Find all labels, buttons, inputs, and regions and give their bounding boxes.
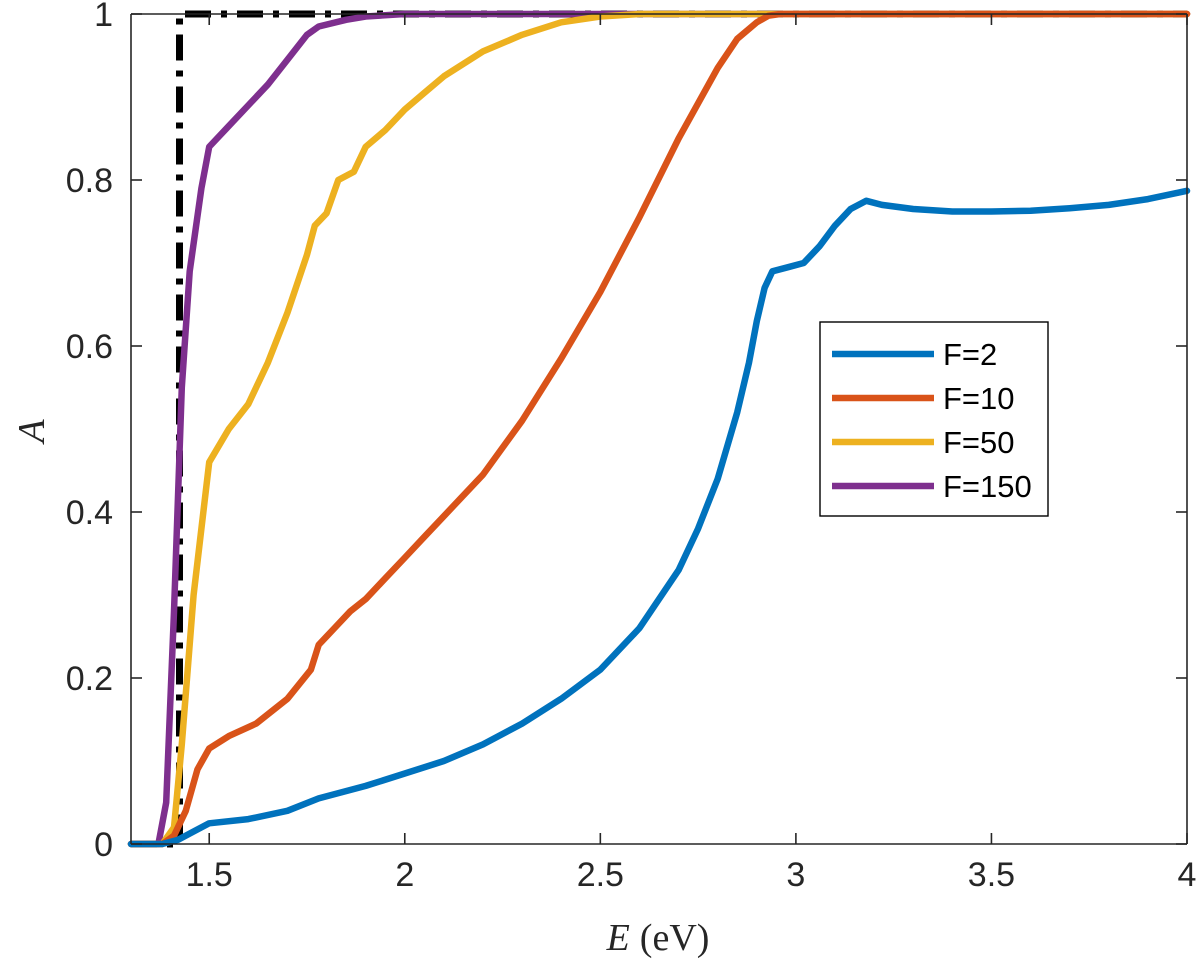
y-tick-label: 0.2 [66,660,113,698]
x-tick-label: 4 [1178,856,1197,894]
y-tick-label: 1 [94,0,113,34]
legend-label: F=10 [943,381,1015,416]
y-axis-label: A [11,419,53,446]
series-line-f-10 [127,10,1191,848]
plot-box [130,13,1188,845]
y-tick-label: 0.4 [66,494,113,532]
legend-label: F=50 [943,425,1015,460]
legend: F=2 F=10 F=50 F=150 [819,321,1049,517]
y-tick-label: 0 [94,826,113,864]
y-tick-label: 0.6 [66,328,113,366]
series-line-f-50 [127,10,1191,848]
tick-layer: 1.5 2 2.5 3 3.5 4 0 0.2 0.4 0.6 0.8 1 [66,0,1197,894]
x-tick-label: 3 [786,856,805,894]
x-axis-label-variable: E [606,917,630,959]
x-tick-label: 1.5 [186,856,233,894]
x-axis-label-unit: (eV) [640,917,710,959]
series-line-f-2 [127,187,1191,848]
x-tick-label: 2 [395,856,414,894]
x-axis-label: E (eV) [606,917,710,959]
legend-label: F=150 [943,469,1032,504]
legend-label: F=2 [943,337,997,372]
x-tick-label: 3.5 [968,856,1015,894]
y-tick-label: 0.8 [66,162,113,200]
x-tick-label: 2.5 [577,856,624,894]
